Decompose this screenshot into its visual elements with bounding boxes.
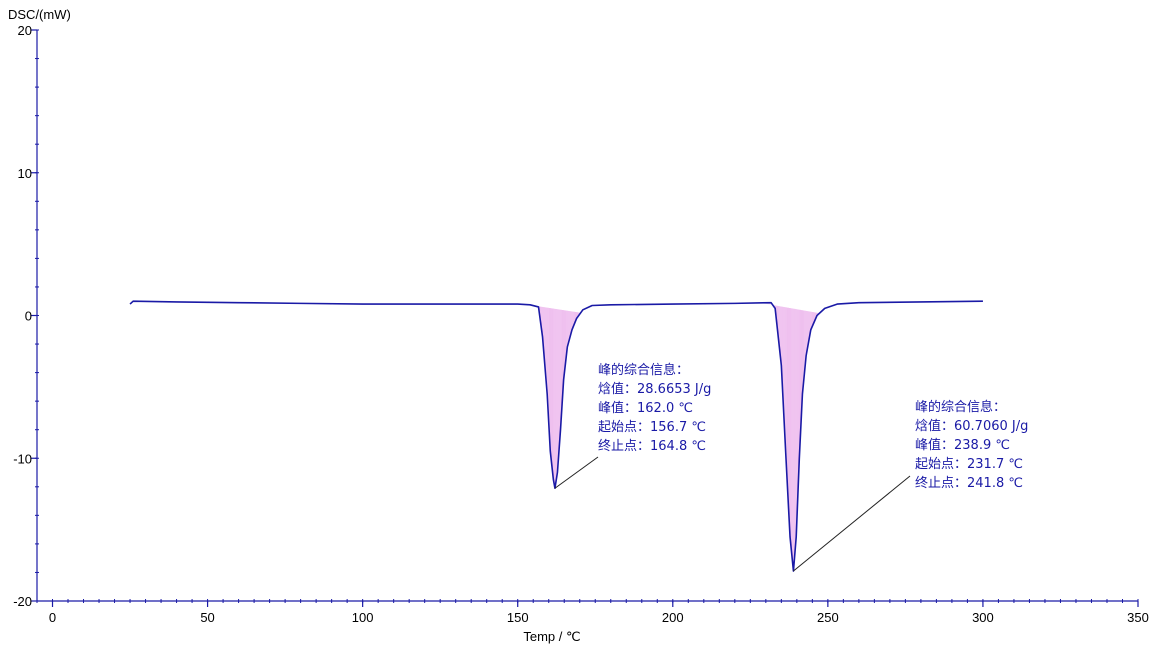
dsc-curve [129, 300, 983, 572]
peak-leader-line-1 [554, 456, 599, 489]
y-axis-title: DSC/(mW) [8, 7, 71, 22]
peak-annotation-line: 焓值：60.7060 J/g [915, 418, 1028, 434]
peak-fill-1 [527, 304, 581, 489]
x-tick-label: 100 [352, 610, 374, 625]
peak-annotation-line: 峰的综合信息： [915, 399, 1006, 415]
series-lines [129, 300, 983, 572]
y-tick-label: -10 [13, 451, 32, 466]
peak-leader-line-2 [793, 475, 911, 572]
y-tick-label: -20 [13, 594, 32, 609]
x-tick-label: 50 [200, 610, 214, 625]
peak-annotation-line: 终止点：164.8 ℃ [598, 438, 706, 454]
y-tick-label: 10 [18, 166, 32, 181]
peak-annotation-line: 终止点：241.8 ℃ [915, 475, 1023, 491]
x-axis-title: Temp / ℃ [523, 629, 580, 644]
x-tick-label: 150 [507, 610, 529, 625]
x-tick-label: 300 [972, 610, 994, 625]
y-tick-label: 20 [18, 23, 32, 38]
x-tick-label: 0 [49, 610, 56, 625]
peak-annotation-line: 起始点：231.7 ℃ [915, 457, 1023, 472]
x-tick-label: 200 [662, 610, 684, 625]
x-tick-label: 250 [817, 610, 839, 625]
peak-annotation-line: 起始点：156.7 ℃ [598, 420, 706, 435]
y-tick-label: 0 [25, 309, 32, 324]
peak-annotation-line: 峰值：238.9 ℃ [915, 437, 1010, 453]
x-tick-label: 350 [1127, 610, 1149, 625]
peak-annotation-line: 焓值：28.6653 J/g [598, 381, 711, 397]
peak-fills [527, 302, 820, 570]
peak-annotations: 峰的综合信息： 焓值：28.6653 J/g 峰值：162.0 ℃ 起始点：156.7… [554, 362, 1028, 572]
peak-annotation-line: 峰的综合信息： [598, 362, 689, 378]
peak-annotation-line: 峰值：162.0 ℃ [598, 400, 693, 416]
